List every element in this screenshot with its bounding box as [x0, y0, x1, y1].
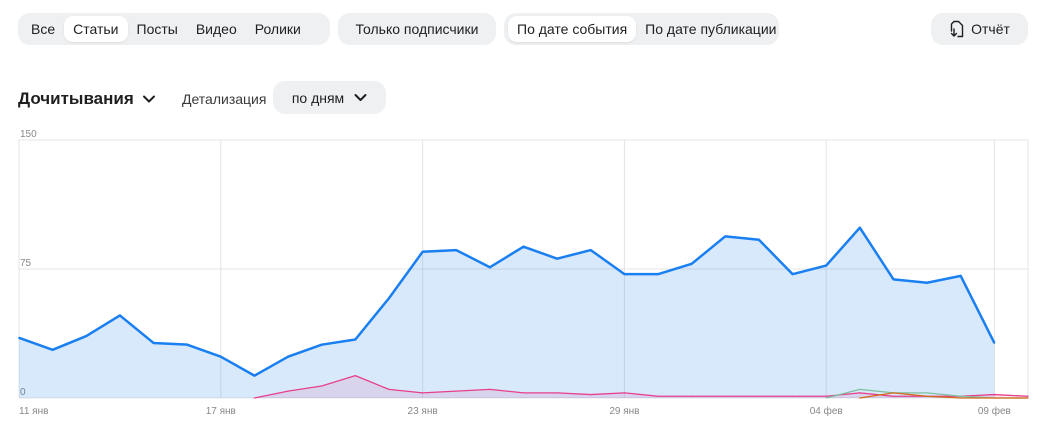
content-type-switcher: Все Статьи Посты Видео Ролики: [18, 13, 330, 45]
data-point: [825, 395, 827, 397]
metric-title: Дочитывания: [18, 89, 134, 108]
data-point: [623, 273, 626, 276]
report-download-icon: [950, 20, 964, 38]
detail-value: по дням: [291, 89, 345, 106]
data-point: [152, 342, 155, 344]
data-point: [691, 395, 693, 397]
data-point: [422, 392, 424, 394]
data-point: [421, 250, 424, 253]
data-point: [219, 355, 222, 358]
filter-videos[interactable]: Видео: [195, 21, 237, 37]
x-tick-label: 04 фев: [810, 405, 843, 417]
data-point: [51, 348, 54, 351]
data-point: [623, 392, 626, 394]
series-area: [19, 227, 995, 398]
subscribers-only-button[interactable]: Только подписчики: [338, 13, 496, 45]
data-point: [859, 397, 861, 399]
data-point: [253, 397, 256, 399]
detail-select[interactable]: по дням: [273, 81, 386, 114]
data-point: [186, 343, 189, 346]
data-point: [18, 336, 20, 339]
data-point: [488, 266, 491, 269]
detail-label: Детализация: [182, 91, 267, 107]
data-point: [960, 395, 962, 397]
data-point: [859, 388, 861, 390]
data-point: [858, 226, 861, 229]
data-point: [892, 395, 895, 397]
data-point: [690, 262, 693, 265]
data-point: [489, 388, 491, 390]
report-button[interactable]: Отчёт: [931, 13, 1028, 45]
data-point: [758, 395, 760, 397]
x-tick-label: 11 янв: [19, 406, 48, 417]
data-point: [724, 235, 727, 238]
chevron-down-icon: [354, 94, 367, 101]
metric-selector[interactable]: Дочитывания: [18, 88, 156, 110]
date-mode-switcher: По дате события По дате публикации: [504, 13, 779, 45]
data-point: [354, 338, 357, 341]
data-point: [455, 390, 457, 392]
x-tick-label: 29 янв: [609, 406, 639, 417]
data-point: [825, 264, 828, 267]
data-point: [926, 395, 928, 397]
data-point: [321, 385, 323, 387]
data-point: [85, 335, 88, 337]
data-point: [119, 314, 121, 317]
x-tick-label: 23 янв: [408, 406, 438, 417]
data-point: [926, 392, 928, 394]
data-point: [590, 393, 592, 396]
data-point: [892, 392, 895, 394]
data-point: [556, 257, 559, 260]
report-label: Отчёт: [971, 21, 1010, 37]
data-point: [960, 397, 962, 399]
series-line: [18, 226, 996, 377]
filter-all[interactable]: Все: [31, 21, 56, 37]
x-tick-label: 17 янв: [206, 406, 236, 417]
data-point: [388, 388, 390, 390]
series-line: [254, 374, 1029, 399]
data-point: [1027, 397, 1029, 399]
data-point: [791, 273, 794, 276]
y-tick-label: 75: [20, 258, 32, 269]
filter-shorts[interactable]: Ролики: [254, 21, 301, 37]
data-point: [959, 274, 962, 277]
reads-chart: 0 75 150 11 янв 17 янв 23 янв 29 янв 04 фев 09 ф…: [18, 129, 1029, 417]
data-point: [287, 355, 289, 358]
data-point: [926, 281, 928, 284]
data-point: [892, 278, 895, 281]
data-point: [657, 273, 659, 276]
data-point: [993, 342, 996, 344]
series-area: [254, 375, 1028, 398]
data-point: [388, 297, 390, 300]
data-point: [1027, 395, 1029, 397]
data-point: [522, 245, 525, 248]
data-point: [993, 393, 995, 396]
data-point: [320, 343, 323, 346]
x-tick-label: 09 фев: [978, 405, 1011, 417]
filter-posts[interactable]: Посты: [136, 21, 178, 37]
date-by-event[interactable]: По дате события: [508, 16, 637, 42]
data-point: [522, 392, 525, 394]
data-point: [253, 374, 256, 377]
data-point: [556, 392, 558, 394]
data-point: [791, 395, 794, 397]
data-point: [859, 392, 861, 394]
data-point: [354, 375, 356, 377]
data-point: [287, 390, 289, 392]
data-point: [825, 397, 827, 399]
series-line: [859, 392, 1028, 399]
data-point: [993, 397, 995, 399]
date-by-publication[interactable]: По дате публикации: [645, 21, 777, 37]
data-point: [758, 238, 760, 241]
chevron-down-icon: [142, 95, 155, 103]
data-point: [724, 395, 726, 397]
y-tick-label: 0: [20, 387, 26, 398]
filter-articles[interactable]: Статьи: [64, 16, 128, 42]
y-tick-label: 150: [20, 129, 37, 140]
data-point: [657, 395, 659, 397]
data-point: [589, 249, 592, 251]
data-point: [455, 249, 458, 251]
